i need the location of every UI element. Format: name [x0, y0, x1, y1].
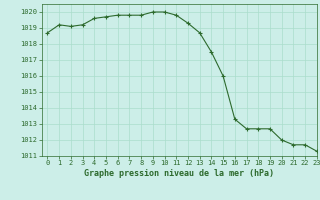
X-axis label: Graphe pression niveau de la mer (hPa): Graphe pression niveau de la mer (hPa) — [84, 169, 274, 178]
